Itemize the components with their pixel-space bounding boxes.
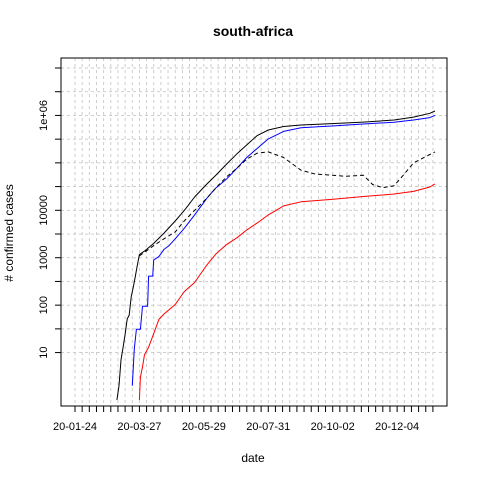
x-tick-label: 20-12-04 [375, 421, 419, 433]
x-tick-label: 20-01-24 [53, 421, 97, 433]
y-tick-label: 10000 [38, 195, 50, 226]
x-tick-label: 20-10-02 [311, 421, 355, 433]
y-axis: 10 100 1000 10000 1e+06 [38, 68, 61, 359]
y-tick-label: 10 [38, 346, 50, 358]
y-tick-label: 1e+06 [38, 100, 50, 131]
x-axis: 20-01-24 20-03-27 20-05-29 20-07-31 20-10-02… [53, 406, 437, 433]
y-tick-label: 1000 [38, 245, 50, 269]
x-tick-label: 20-07-31 [246, 421, 290, 433]
x-tick-label: 20-03-27 [117, 421, 161, 433]
y-axis-label: # confirmed cases [2, 184, 16, 281]
grid [61, 58, 447, 406]
series-line-4 [139, 152, 435, 256]
chart-title: south-africa [213, 23, 293, 39]
series-layer [117, 111, 435, 400]
x-axis-label: date [241, 451, 265, 465]
y-tick-label: 100 [38, 296, 50, 314]
series-line-3 [139, 184, 435, 400]
x-tick-label: 20-05-29 [182, 421, 226, 433]
